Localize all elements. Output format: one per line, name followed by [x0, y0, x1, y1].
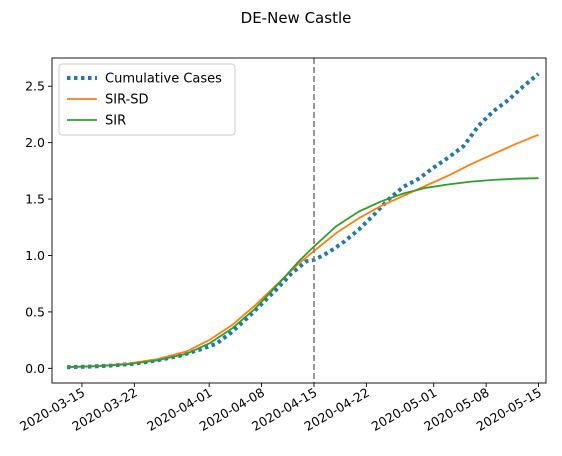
y-tick-label: 2.0 [25, 135, 45, 150]
legend: Cumulative Cases SIR-SD SIR [58, 63, 236, 136]
chart-title: DE-New Castle [241, 9, 352, 27]
y-tick-label: 2.5 [25, 79, 45, 94]
legend-label: SIR [105, 114, 126, 129]
legend-label: Cumulative Cases [105, 72, 222, 87]
legend-label: SIR-SD [105, 93, 149, 108]
legend-box [58, 63, 236, 136]
y-tick-label: 1.0 [25, 248, 45, 263]
axes-frame [51, 57, 547, 384]
y-tick-label: 0.0 [25, 361, 45, 376]
series-line-sir [66, 177, 539, 369]
y-tick-label: 1.5 [25, 192, 45, 207]
y-tick-label: 0.5 [25, 304, 45, 319]
